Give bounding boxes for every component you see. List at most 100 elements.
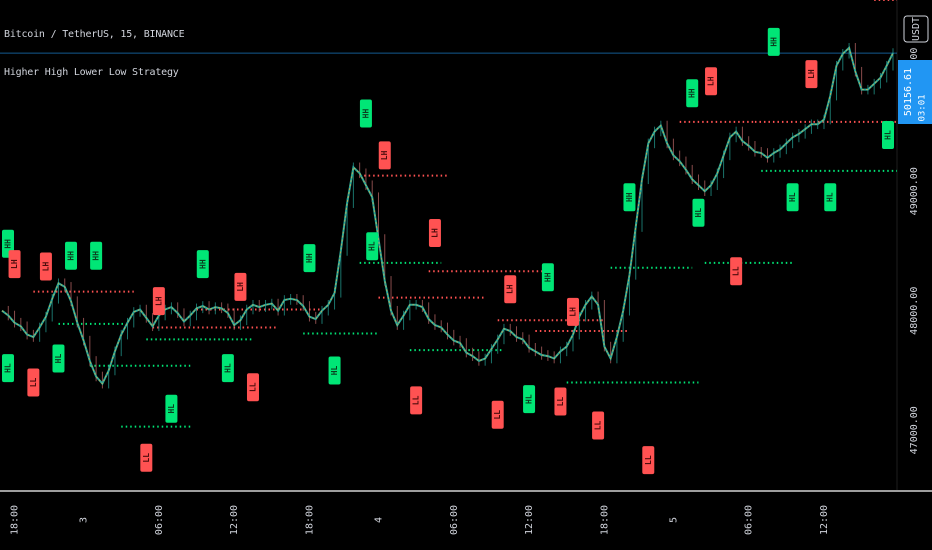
marker-hh: HH [623,183,636,212]
marker-label: LH [380,150,389,160]
marker-ll: LL [730,257,743,286]
marker-label: LH [506,284,515,294]
marker-ll: LL [642,446,655,475]
marker-lh: LH [8,250,21,279]
marker-hh: HH [196,250,209,279]
marker-hl: HL [328,356,341,385]
marker-label: HL [167,404,176,414]
time-tick-label: 06:00 [744,505,755,535]
last-price-badge: 50156.61 03:01 [898,60,932,124]
marker-label: LL [594,420,603,430]
marker-ll: LL [27,368,40,397]
marker-label: LL [29,377,38,387]
time-tick-label: 18:00 [10,505,21,535]
close-series-line [1,45,894,386]
price-tick-label: 47000.00 [909,406,920,454]
marker-hl: HL [52,344,65,373]
time-tick-label: 18:00 [304,505,315,535]
currency-button-label: USDT [911,17,922,41]
chart-title: Bitcoin / TetherUS, 15, BINANCE [4,29,185,40]
marker-label: HH [543,272,552,282]
marker-label: HH [305,253,314,263]
currency-button[interactable]: USDT [903,15,929,43]
marker-label: LL [556,397,565,407]
marker-label: LH [236,282,245,292]
marker-label: LH [807,69,816,79]
marker-label: HH [92,251,101,261]
marker-label: HL [884,130,893,140]
time-tick-label: 06:00 [449,505,460,535]
marker-hh: HH [65,241,78,270]
time-tick-label: 12:00 [819,505,830,535]
marker-label: HL [368,241,377,251]
marker-label: LL [412,395,421,405]
marker-label: HH [198,259,207,269]
marker-hl: HL [165,394,178,423]
marker-label: LH [568,307,577,317]
marker-label: LL [248,382,257,392]
marker-label: HL [788,192,797,202]
marker-label: LH [41,262,50,272]
marker-label: LL [142,453,151,463]
marker-label: LH [10,259,19,269]
price-tick-label: 49000.00 [909,167,920,215]
strategy-label[interactable]: Higher High Lower Low Strategy [4,67,179,78]
marker-ll: LL [246,373,259,402]
marker-hl: HL [786,183,799,212]
marker-hl: HL [221,354,234,383]
marker-label: HL [4,363,13,373]
marker-lh: LH [234,272,247,301]
time-tick-label: 18:00 [599,505,610,535]
marker-lh: LH [152,287,165,316]
marker-hh: HH [541,263,554,292]
price-tick-label: 48000.00 [909,287,920,335]
marker-label: HH [769,37,778,47]
marker-hh: HH [303,244,316,273]
marker-label: HL [826,192,835,202]
marker-hl: HL [2,354,14,383]
marker-label: LH [154,296,163,306]
marker-hl: HL [366,232,379,261]
marker-hh: HH [767,27,780,56]
marker-hl: HL [882,121,894,150]
marker-label: LL [732,266,741,276]
marker-lh: LH [805,60,818,89]
marker-hh: HH [90,241,103,270]
marker-hl: HL [824,183,837,212]
marker-lh: LH [504,275,517,304]
time-tick-label: 4 [373,517,384,523]
marker-label: HH [688,88,697,98]
marker-ll: LL [592,411,605,440]
marker-lh: LH [39,252,52,281]
marker-ll: LL [410,386,423,415]
countdown-value: 03:01 [918,94,928,121]
marker-label: HL [223,363,232,373]
marker-hl: HL [523,385,536,414]
marker-ll: LL [140,443,153,472]
marker-label: HH [625,192,634,202]
marker-lh: LH [705,67,718,96]
marker-lh: LH [566,297,579,326]
marker-lh: LH [378,141,391,170]
marker-hh: HH [359,99,372,128]
marker-label: LH [707,76,716,86]
marker-lh: LH [428,219,441,248]
marker-label: LL [644,455,653,465]
marker-label: LL [493,410,502,420]
time-tick-label: 12:00 [524,505,535,535]
marker-label: HH [4,239,13,249]
marker-label: HH [67,251,76,261]
marker-label: LH [430,228,439,238]
last-price-value: 50156.61 [903,68,914,116]
marker-ll: LL [491,400,504,429]
time-tick-label: 3 [79,517,90,523]
moving-average-line [1,46,894,385]
time-tick-label: 06:00 [154,505,165,535]
marker-label: HL [330,365,339,375]
time-tick-label: 5 [668,517,679,523]
marker-label: HL [54,354,63,364]
marker-label: HL [525,394,534,404]
marker-ll: LL [554,387,567,416]
marker-hh: HH [686,79,699,108]
